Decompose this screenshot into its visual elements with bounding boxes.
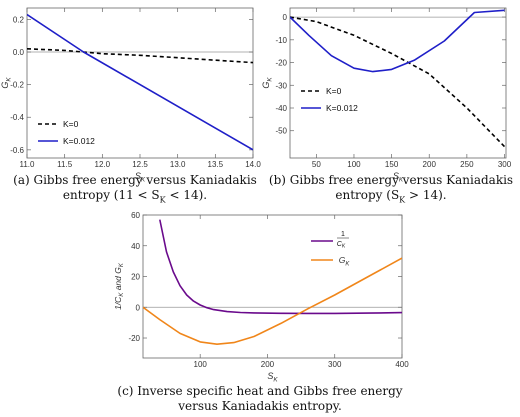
- x-axis-label: SK: [267, 371, 278, 384]
- svg-text:GK: GK: [0, 77, 13, 89]
- x-tick-label: 250: [460, 160, 474, 169]
- series-line-0: [290, 16, 506, 148]
- legend-label: GK: [339, 255, 351, 268]
- legend-label: K=0.012: [326, 103, 358, 113]
- plot-frame: [289, 7, 507, 159]
- y-tick-label: 0: [283, 13, 288, 22]
- series-line-0: [27, 48, 253, 64]
- x-tick-label: 300: [328, 360, 342, 369]
- y-axis-label: GK: [261, 77, 274, 89]
- series-line-1: [27, 13, 253, 151]
- y-tick-label: -0.2: [10, 81, 24, 90]
- y-tick-label: -30: [275, 81, 287, 90]
- y-tick-label: 0.0: [13, 48, 25, 57]
- y-axis-label: 1/CK and GK: [113, 262, 125, 310]
- x-tick-label: 12.5: [132, 160, 148, 169]
- y-tick-label: -0.4: [10, 113, 24, 122]
- caption-c-line1: (c) Inverse specific heat and Gibbs free…: [117, 384, 403, 398]
- legend-label: K=0: [63, 119, 79, 129]
- y-tick-label: 0.2: [13, 15, 25, 24]
- legend-label-den: CK: [337, 241, 346, 250]
- caption-c: (c) Inverse specific heat and Gibbs free…: [60, 384, 460, 414]
- y-tick-label: 0: [136, 303, 141, 312]
- caption-b-line2: entropy (SK > 14).: [335, 188, 447, 205]
- svg-text:1/CK and GK: 1/CK and GK: [113, 262, 125, 310]
- x-tick-label: 14.0: [245, 160, 261, 169]
- caption-c-line2: versus Kaniadakis entropy.: [178, 399, 342, 413]
- x-tick-label: 200: [261, 360, 275, 369]
- caption-b: (b) Gibbs free energy versus Kaniadakis …: [262, 173, 520, 207]
- x-tick-label: 11.5: [57, 160, 73, 169]
- chart-b-plot: 50 100 150 200 250 300 0 -10 -20 -30 -40 -50 K=0 K=0.…: [275, 7, 512, 169]
- legend: K=0 K=0.012: [38, 119, 95, 146]
- caption-b-line1: (b) Gibbs free energy versus Kaniadakis: [268, 173, 514, 187]
- series-line-0: [159, 219, 402, 315]
- legend: 1 CK: [311, 231, 349, 261]
- y-tick-label: -20: [275, 59, 287, 68]
- series-line-1: [143, 257, 402, 345]
- caption-a-line2: entropy (11 < SK < 14).: [62, 188, 208, 205]
- y-axis-label: GK: [0, 77, 13, 89]
- caption-a: (a) Gibbs free energy versus Kaniadakis …: [0, 173, 270, 207]
- x-tick-label: 50: [312, 160, 321, 169]
- y-tick-label: -20: [128, 334, 140, 343]
- svg-text:SK: SK: [267, 371, 278, 384]
- y-tick-label: 40: [131, 242, 140, 251]
- x-tick-label: 400: [395, 360, 409, 369]
- x-tick-label: 13.5: [208, 160, 224, 169]
- x-tick-label: 12.0: [95, 160, 111, 169]
- x-tick-label: 11.0: [20, 160, 36, 169]
- legend-label: K=0.012: [63, 136, 95, 146]
- series-line-1: [290, 9, 505, 73]
- svg-text:GK: GK: [261, 77, 274, 89]
- x-tick-label: 100: [347, 160, 361, 169]
- legend-label: K=0: [326, 86, 342, 96]
- y-tick-label: -10: [275, 36, 287, 45]
- svg-text:GK: GK: [339, 255, 351, 268]
- legend-label-num: 1: [341, 231, 345, 238]
- x-tick-label: 100: [194, 360, 208, 369]
- plot-frame: [26, 7, 254, 159]
- legend: K=0 K=0.012: [301, 86, 358, 113]
- plot-frame: [142, 214, 403, 359]
- caption-a-line1: (a) Gibbs free energy versus Kaniadakis: [13, 173, 257, 187]
- y-tick-label: 60: [131, 211, 140, 220]
- y-tick-label: 20: [131, 273, 140, 282]
- x-tick-label: 200: [423, 160, 437, 169]
- y-tick-label: -50: [275, 127, 287, 136]
- x-tick-label: 300: [498, 160, 512, 169]
- chart-a-plot: 11.0 11.5 12.0 12.5 13.0 13.5 14.0 0.2 0.0 -0.2 -0…: [10, 7, 261, 169]
- x-tick-label: 150: [385, 160, 399, 169]
- y-tick-label: -40: [275, 104, 287, 113]
- x-tick-label: 13.0: [170, 160, 186, 169]
- y-tick-label: -0.6: [10, 146, 24, 155]
